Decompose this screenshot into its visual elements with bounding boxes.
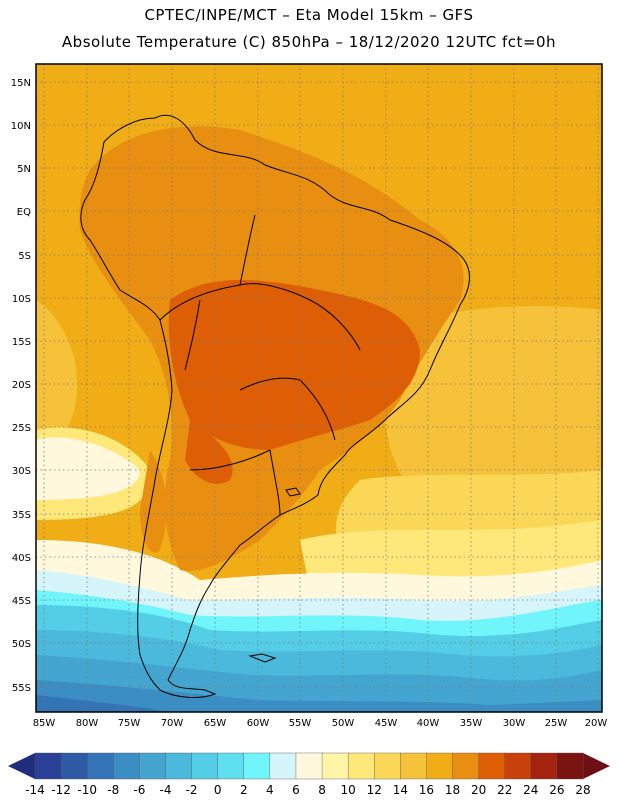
colorbar-cell — [139, 752, 166, 780]
field-land-20b — [185, 420, 233, 484]
colorbar-cell — [191, 752, 219, 780]
lon-label: 60W — [247, 718, 270, 729]
colorbar-cell — [556, 752, 584, 780]
colorbar-cell — [269, 752, 297, 780]
colorbar-label: 20 — [471, 783, 486, 797]
coastlines — [80, 114, 470, 698]
lat-label: 45S — [12, 596, 31, 607]
lon-label: 70W — [161, 718, 184, 729]
lon-label: 30W — [503, 718, 526, 729]
lon-label: 40W — [417, 718, 440, 729]
lat-label: 10S — [12, 294, 31, 305]
lat-label: 20S — [12, 380, 31, 391]
lat-label: 10N — [11, 121, 31, 132]
field-cool-m8 — [36, 695, 170, 712]
colorbar-label: 6 — [292, 783, 300, 797]
temperature-field — [36, 64, 602, 712]
colorbar-label: -8 — [107, 783, 119, 797]
colorbar-label: 16 — [419, 783, 434, 797]
colorbar-label: 28 — [575, 783, 590, 797]
colorbar-cell — [400, 752, 427, 780]
lon-label: 75W — [118, 718, 141, 729]
lon-label: 20W — [585, 718, 608, 729]
colorbar-label: 14 — [393, 783, 408, 797]
title-line-2: Absolute Temperature (C) 850hPa – 18/12/… — [61, 33, 557, 51]
colorbar-cell — [321, 752, 349, 780]
colorbar-cell — [60, 752, 88, 780]
colorbar-cell — [504, 752, 532, 780]
colorbar-cell — [86, 752, 114, 780]
lat-label: 5N — [17, 164, 31, 175]
field-atlantic-14 — [380, 306, 602, 520]
colorbar-label: -14 — [25, 783, 45, 797]
south-america-coast — [80, 114, 470, 698]
lat-label: 40S — [12, 553, 31, 564]
field-pacific-12 — [36, 300, 78, 470]
colorbar: -14 -12 -10 -8 -6 -4 -2 0 2 4 6 8 10 12 14 16 18 20 22 24 26… — [8, 752, 610, 797]
colorbar-label: 22 — [497, 783, 512, 797]
lon-label: 65W — [204, 718, 227, 729]
lon-label: 50W — [332, 718, 355, 729]
colorbar-label: 8 — [318, 783, 326, 797]
lat-label: 35S — [12, 510, 31, 521]
colorbar-cell — [374, 752, 401, 780]
plot-frame — [35, 63, 603, 713]
lon-label: 85W — [33, 718, 56, 729]
field-cool-m6 — [36, 680, 602, 712]
lat-label: 55S — [12, 683, 31, 694]
colorbar-cell — [295, 752, 323, 780]
colorbar-low-arrow — [8, 753, 35, 779]
colorbar-label: 18 — [445, 783, 460, 797]
colorbar-cell — [243, 752, 271, 780]
colorbar-label: -10 — [77, 783, 97, 797]
colorbar-cell — [426, 752, 454, 780]
colorbar-label: -12 — [51, 783, 71, 797]
colorbar-label: -2 — [186, 783, 198, 797]
colorbar-cell — [478, 752, 506, 780]
title-line-1: CPTEC/INPE/MCT – Eta Model 15km – GFS — [144, 6, 474, 24]
colorbar-label: 26 — [549, 783, 564, 797]
colorbar-labels: -14 -12 -10 -8 -6 -4 -2 0 2 4 6 8 10 12 14 16 18 20 22 24 26… — [25, 783, 590, 797]
lat-label: 15N — [11, 78, 31, 89]
country-borders — [159, 214, 361, 516]
lon-label: 25W — [545, 718, 568, 729]
lat-label: 50S — [12, 639, 31, 650]
falkland-islands — [248, 653, 277, 663]
lon-label: 80W — [76, 718, 99, 729]
colorbar-cell — [452, 752, 480, 780]
colorbar-cell — [165, 752, 193, 780]
colorbar-label: -6 — [133, 783, 145, 797]
lat-label: 15S — [12, 337, 31, 348]
colorbar-cell — [113, 752, 140, 780]
lake-island — [285, 487, 301, 497]
colorbar-cell — [34, 752, 62, 780]
field-land-20a — [168, 280, 420, 450]
colorbar-cell — [530, 752, 558, 780]
lat-label: 25S — [12, 423, 31, 434]
colorbar-label: 10 — [340, 783, 355, 797]
colorbar-label: 24 — [523, 783, 538, 797]
colorbar-label: -4 — [159, 783, 171, 797]
lat-label: 30S — [12, 466, 31, 477]
lon-label: 45W — [375, 718, 398, 729]
colorbar-cell — [217, 752, 245, 780]
lat-label: 5S — [18, 251, 31, 262]
lon-label: 35W — [460, 718, 483, 729]
lon-label: 55W — [289, 718, 312, 729]
colorbar-label: 0 — [214, 783, 222, 797]
colorbar-label: 4 — [266, 783, 274, 797]
colorbar-cell — [347, 752, 375, 780]
field-north-band — [300, 64, 602, 160]
colorbar-label: 2 — [240, 783, 248, 797]
lon-labels: 85W 80W 75W 70W 65W 60W 55W 50W 45W 40W … — [33, 718, 608, 729]
colorbar-high-arrow — [583, 753, 610, 779]
lat-label: EQ — [17, 207, 31, 218]
graticule — [36, 64, 602, 712]
colorbar-label: 12 — [367, 783, 382, 797]
colorbar-cells — [34, 752, 584, 780]
lat-labels: 15N 10N 5N EQ 5S 10S 15S 20S 25S 30S 35S… — [11, 78, 31, 694]
field-pacific-6 — [36, 437, 140, 500]
